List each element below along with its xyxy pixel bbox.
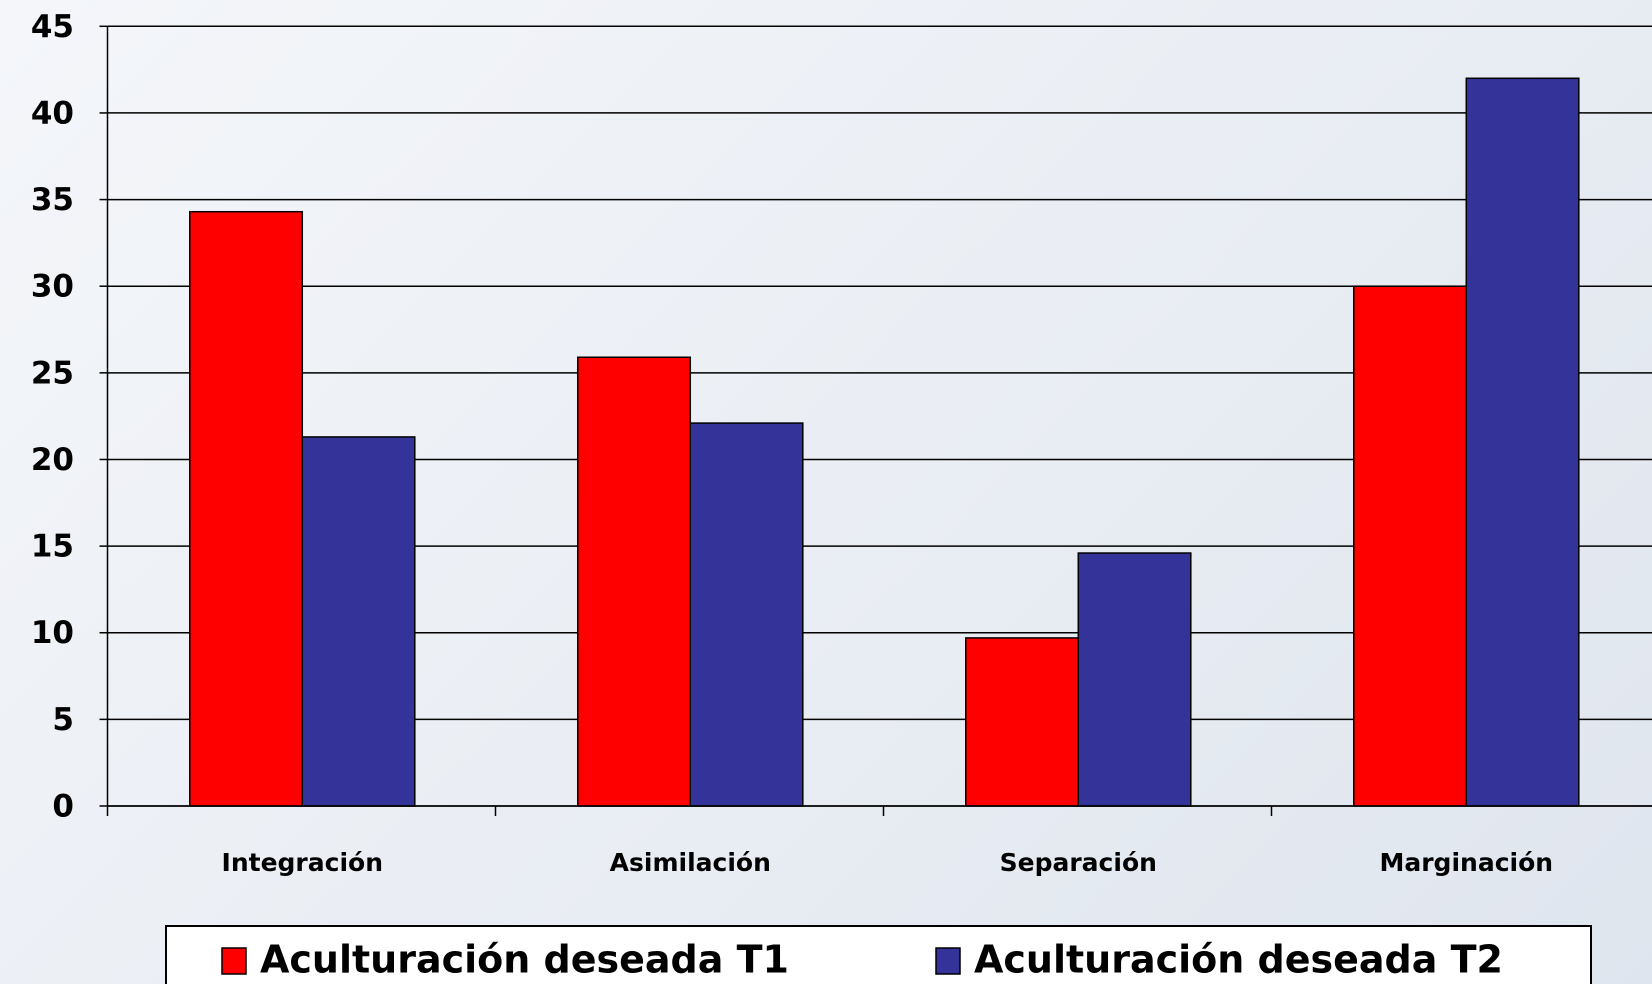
y-tick-label: 5 [52, 702, 74, 738]
legend-label: Aculturación deseada T1 [260, 938, 789, 982]
y-tick-label: 25 [31, 355, 74, 391]
x-tick-label: Separación [1000, 848, 1157, 877]
bar [1465, 77, 1580, 807]
y-tick-label: 10 [31, 615, 74, 651]
y-tick-label: 30 [31, 269, 74, 305]
y-tick-label: 40 [31, 95, 74, 131]
bar [965, 637, 1080, 807]
bar [301, 436, 416, 807]
bar [1077, 552, 1192, 807]
y-tick-label: 0 [52, 789, 74, 825]
legend-swatch [221, 947, 247, 975]
legend-swatch [935, 947, 961, 975]
y-tick-label: 15 [31, 529, 74, 565]
x-tick-label: Marginación [1379, 848, 1553, 877]
bar [577, 356, 692, 807]
legend-box [165, 925, 1592, 984]
y-tick-label: 35 [31, 182, 74, 218]
y-tick-label: 45 [31, 9, 74, 45]
x-tick-label: Integración [222, 848, 383, 877]
x-tick-label: Asimilación [610, 848, 771, 877]
bar [689, 422, 804, 807]
bar [1353, 285, 1468, 807]
bar [189, 210, 304, 807]
y-tick-label: 20 [31, 442, 74, 478]
legend-label: Aculturación deseada T2 [974, 938, 1503, 982]
